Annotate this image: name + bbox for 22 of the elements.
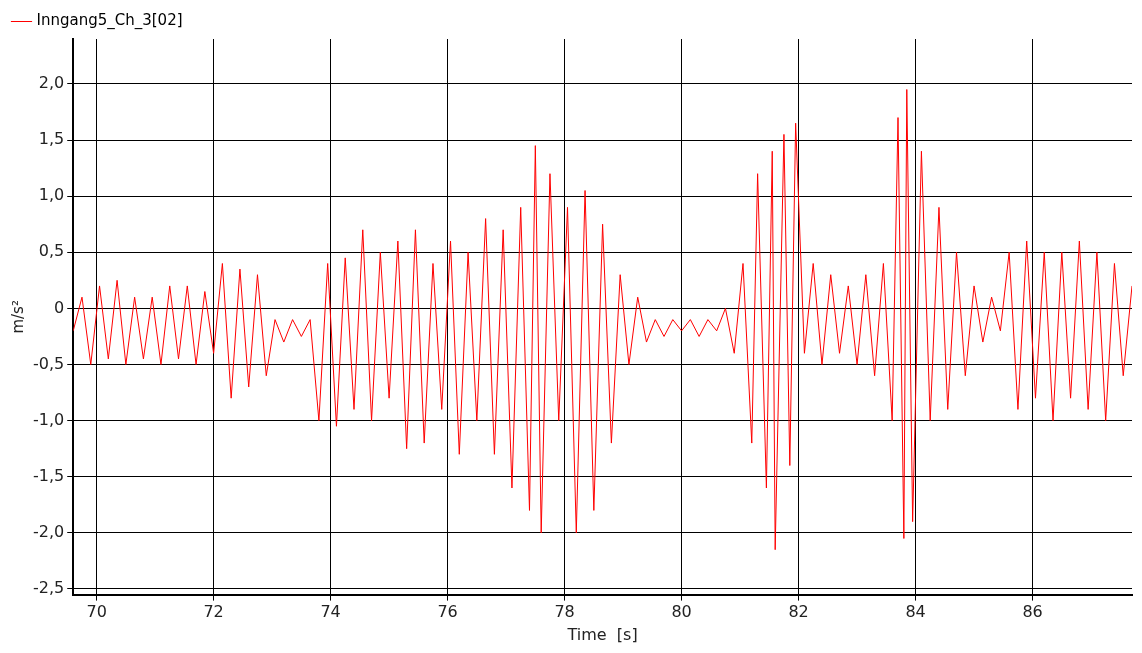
y-tick-label: 1,0 bbox=[38, 185, 65, 205]
y-tick-label: -2,5 bbox=[33, 578, 65, 598]
y-tick-label: 0,5 bbox=[38, 241, 65, 261]
x-tick-label: 74 bbox=[320, 602, 341, 622]
y-tick-label: 1,5 bbox=[38, 129, 65, 149]
y-axis-title: m/s² bbox=[8, 300, 27, 334]
x-tick-label: 86 bbox=[1022, 602, 1043, 622]
y-tick-label: 2,0 bbox=[38, 73, 65, 93]
y-tick-label: 0 bbox=[54, 297, 65, 317]
y-tick-label: -2,0 bbox=[33, 522, 65, 542]
x-tick-label: 84 bbox=[905, 602, 926, 622]
y-tick-label: -0,5 bbox=[33, 353, 65, 373]
x-tick-label: 70 bbox=[86, 602, 107, 622]
legend-label: Inngang5_Ch_3[02] bbox=[36, 11, 183, 31]
x-tick-label: 80 bbox=[671, 602, 692, 622]
x-tick-label: 82 bbox=[788, 602, 809, 622]
x-axis-title: Time [s] bbox=[566, 624, 638, 644]
x-tick-label: 72 bbox=[203, 602, 224, 622]
x-tick-label: 78 bbox=[554, 602, 575, 622]
x-tick-label: 76 bbox=[437, 602, 458, 622]
y-tick-label: -1,0 bbox=[33, 409, 65, 429]
y-tick-label: -1,5 bbox=[33, 465, 65, 485]
